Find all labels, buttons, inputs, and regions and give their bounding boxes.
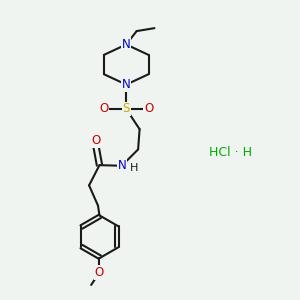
Text: H: H (130, 163, 138, 173)
Text: N: N (117, 159, 126, 172)
Text: O: O (91, 134, 101, 147)
Text: N: N (122, 38, 130, 51)
Text: HCl · H: HCl · H (209, 146, 252, 160)
Text: O: O (95, 266, 104, 279)
Text: N: N (122, 78, 130, 91)
Text: O: O (144, 103, 153, 116)
Text: S: S (122, 103, 130, 116)
Text: O: O (99, 103, 109, 116)
